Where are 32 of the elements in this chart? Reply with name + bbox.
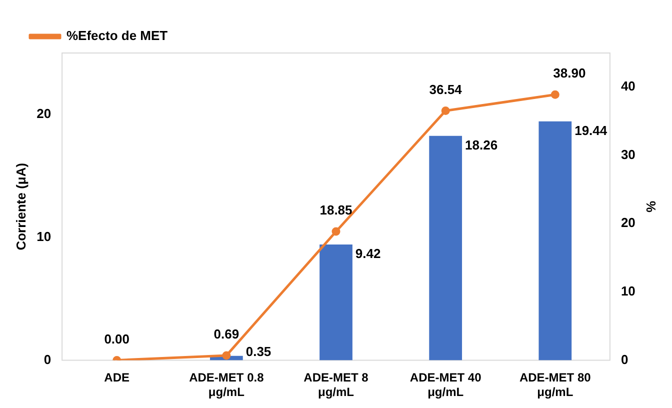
data-label: 0.00	[104, 331, 130, 346]
x-tick-label: ADE-MET 40 μg/mL	[410, 370, 482, 400]
y2-tick-label: 40	[620, 78, 636, 94]
legend-label: %Efecto de MET	[66, 28, 168, 44]
text: 18.26	[465, 137, 498, 152]
y2-tick-label: 0	[620, 352, 628, 367]
bar	[429, 136, 462, 360]
y-axis-title: Corriente (μA)	[13, 162, 28, 250]
data-label: 38.90	[553, 66, 586, 81]
point	[332, 227, 340, 236]
bar	[538, 121, 572, 360]
data-label: 36.54	[429, 82, 463, 97]
point	[441, 106, 450, 116]
text: 19.44	[574, 122, 608, 138]
point	[222, 351, 231, 360]
text: 9.42	[355, 246, 381, 262]
y-tick-label: 20	[36, 106, 52, 122]
y-tick-label: 10	[36, 228, 52, 244]
x-tick-label: ADE-MET 0.8 μg/mL	[189, 370, 264, 400]
data-label: 18.85	[320, 202, 352, 218]
bar	[320, 244, 352, 360]
x-tick-label: ADE-MET 80 μg/mL	[519, 370, 592, 400]
y2-axis-title: %	[644, 200, 659, 213]
x-tick-label: ADE	[104, 370, 130, 385]
y-tick-label: 0	[44, 352, 52, 367]
point	[550, 90, 560, 99]
text: 0.35	[246, 344, 272, 359]
y2-tick-label: 30	[620, 146, 636, 162]
data-label: 0.69	[214, 326, 240, 342]
x-tick-label: ADE-MET 8 μg/mL	[304, 370, 369, 400]
y2-tick-label: 10	[620, 284, 636, 299]
y2-tick-label: 20	[620, 215, 636, 230]
